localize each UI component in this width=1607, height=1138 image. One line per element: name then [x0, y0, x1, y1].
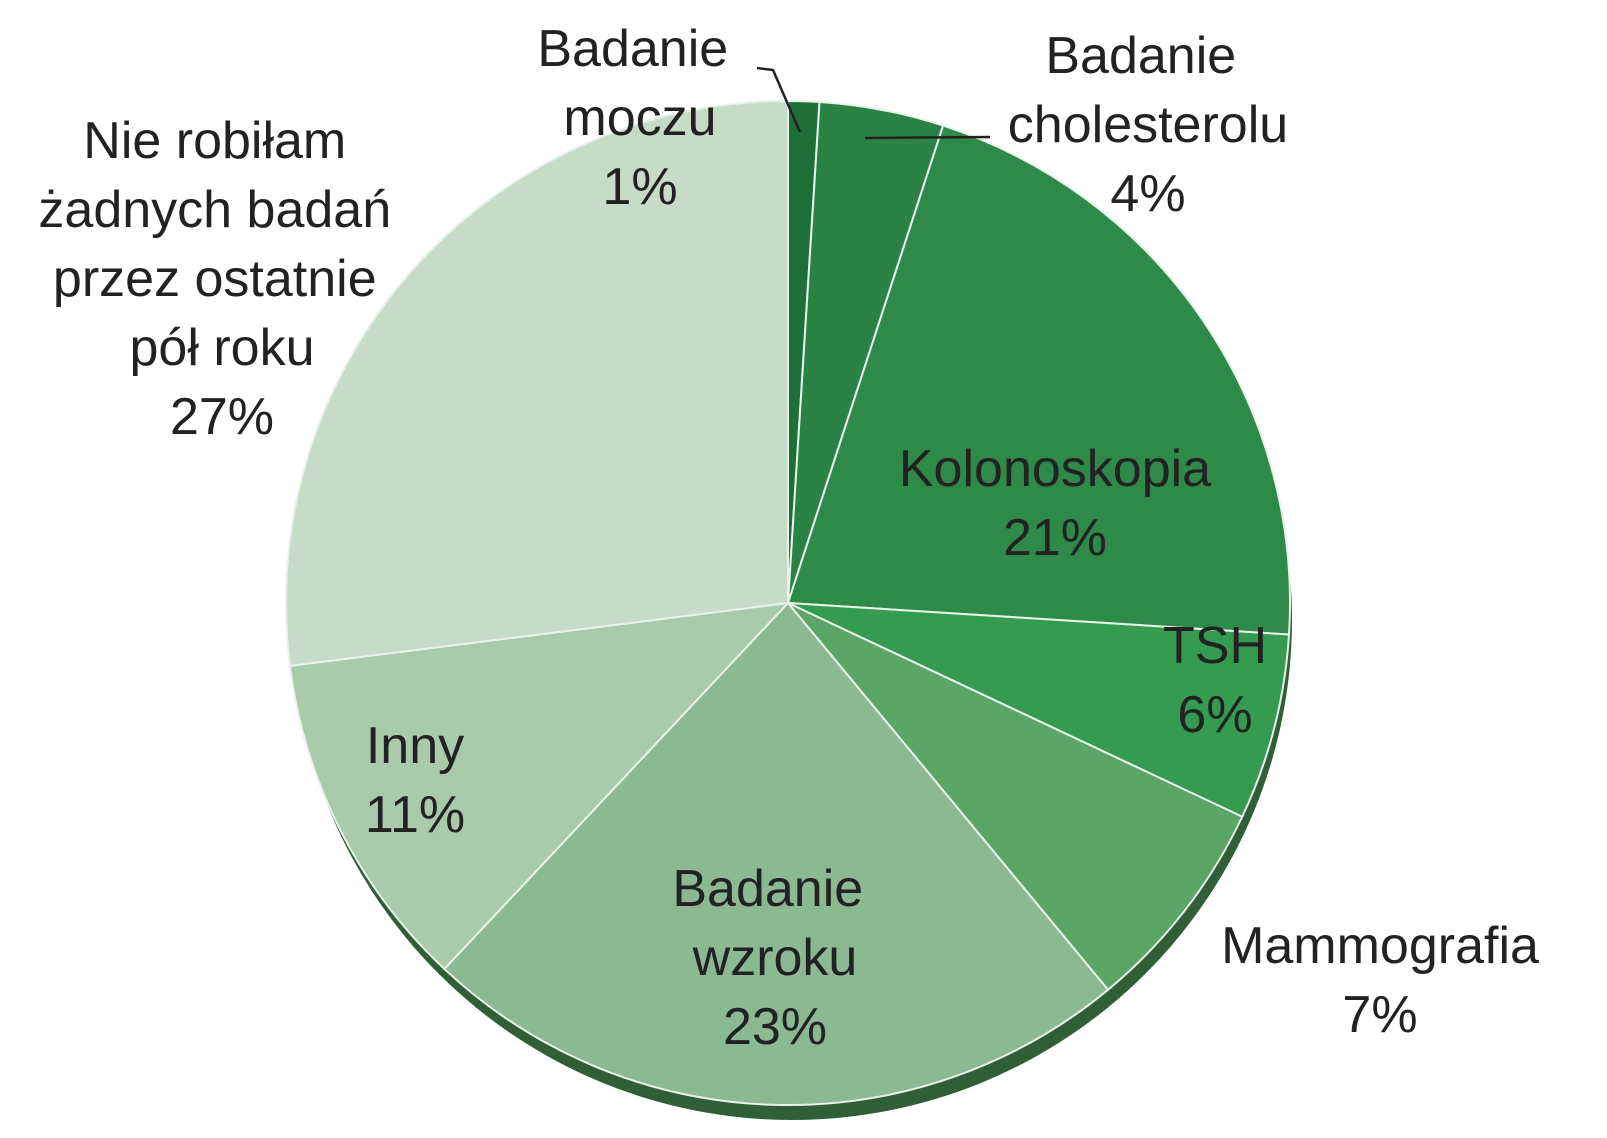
slice-label: Badanie wzroku	[672, 860, 877, 987]
slice-value-label: 23%	[723, 998, 827, 1056]
leader-line	[864, 135, 991, 140]
pie-slice	[285, 99, 789, 668]
slice-label: Badanie cholesterolu	[1008, 27, 1288, 154]
pie-slice	[288, 601, 791, 971]
slice-label: Mammografia	[1221, 917, 1539, 975]
pie-slice	[787, 602, 1244, 992]
slice-value-label: 7%	[1342, 986, 1417, 1044]
slice-value-label: 27%	[170, 388, 274, 446]
slice-label: TSH	[1163, 617, 1267, 675]
slice-value-label: 1%	[602, 158, 677, 216]
slice-label: Badanie moczu	[537, 20, 742, 147]
pie-slice	[787, 602, 1291, 819]
slice-value-label: 4%	[1110, 165, 1185, 223]
labels: Badanie moczu 1% Badanie cholesterolu 4% Kol…	[38, 20, 1539, 1056]
pie-slice	[786, 124, 1291, 636]
leader-line	[756, 66, 802, 133]
slice-label: Nie robiłam żadnych badań przez ostatnie…	[38, 112, 405, 377]
pie-slice	[442, 601, 1110, 1106]
slice-value-label: 21%	[1003, 509, 1107, 567]
slice-label: Kolonoskopia	[899, 440, 1211, 498]
slice-label: Inny	[366, 717, 464, 775]
slice-value-label: 6%	[1177, 686, 1252, 744]
slices	[285, 99, 1291, 1106]
slice-value-label: 11%	[365, 786, 465, 844]
